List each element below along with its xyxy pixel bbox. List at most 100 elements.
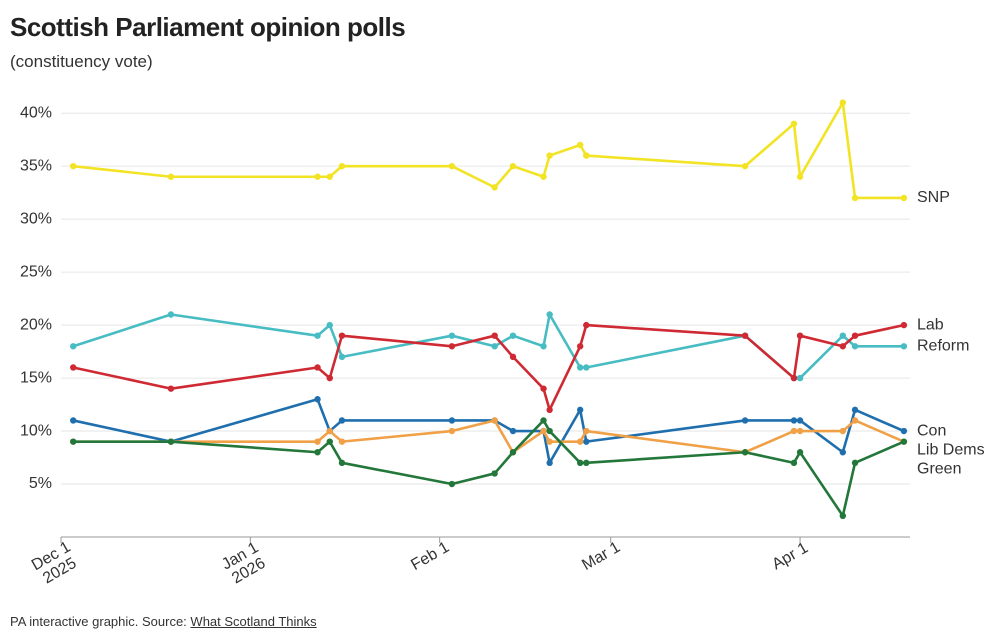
point xyxy=(448,427,456,435)
point xyxy=(796,449,804,456)
point xyxy=(491,470,498,477)
point xyxy=(540,427,547,435)
series-line xyxy=(72,313,904,380)
point xyxy=(741,332,749,339)
point xyxy=(900,427,908,435)
point xyxy=(491,332,498,339)
legend-label: Green xyxy=(917,460,961,477)
legend-label: Lab xyxy=(917,316,944,333)
point xyxy=(583,364,590,371)
point xyxy=(583,152,590,159)
point xyxy=(326,173,333,180)
point xyxy=(314,449,321,456)
y-tick-label: 40% xyxy=(20,104,52,121)
point xyxy=(448,343,456,350)
point xyxy=(900,321,908,329)
y-tick-label: 35% xyxy=(20,157,52,174)
point xyxy=(338,162,346,170)
series-line xyxy=(73,101,904,200)
point xyxy=(491,417,498,424)
point xyxy=(70,162,77,170)
point xyxy=(326,438,333,445)
point xyxy=(448,417,456,424)
point xyxy=(167,385,175,392)
point xyxy=(509,449,517,456)
point xyxy=(839,449,847,456)
point xyxy=(448,332,456,339)
point xyxy=(70,417,77,424)
point xyxy=(576,406,584,414)
series-line xyxy=(72,397,905,465)
point xyxy=(338,459,346,467)
point xyxy=(741,417,749,424)
point xyxy=(314,438,321,445)
point xyxy=(314,396,321,403)
point xyxy=(576,343,584,350)
point xyxy=(540,417,547,424)
point xyxy=(491,184,498,191)
point xyxy=(851,332,859,339)
point xyxy=(70,364,77,371)
point xyxy=(796,173,804,180)
point xyxy=(546,152,553,159)
point xyxy=(314,173,321,180)
point xyxy=(796,427,804,435)
point xyxy=(839,343,847,350)
point xyxy=(790,427,798,435)
point xyxy=(851,194,859,202)
point xyxy=(540,173,547,180)
point xyxy=(70,343,77,350)
legend-label: Con xyxy=(917,422,946,439)
point xyxy=(839,332,847,339)
source-text: PA interactive graphic. Source: xyxy=(10,614,191,629)
y-tick-label: 30% xyxy=(20,210,52,227)
point xyxy=(790,459,798,467)
chart-subtitle: (constituency vote) xyxy=(10,52,153,71)
point xyxy=(326,374,333,382)
point xyxy=(167,311,175,318)
y-tick-label: 15% xyxy=(20,369,52,386)
source-link[interactable]: What Scotland Thinks xyxy=(190,614,317,629)
point xyxy=(796,417,804,424)
point xyxy=(509,162,517,170)
y-tick-label: 25% xyxy=(20,263,52,280)
point xyxy=(790,374,798,382)
point xyxy=(900,194,908,202)
point xyxy=(900,438,908,445)
point xyxy=(583,438,590,445)
point xyxy=(546,406,553,414)
point xyxy=(546,459,553,467)
legend-label: SNP xyxy=(917,189,950,206)
point xyxy=(326,427,333,435)
point xyxy=(509,332,517,339)
point xyxy=(851,343,859,350)
point xyxy=(326,321,333,329)
point xyxy=(314,332,321,339)
point xyxy=(167,173,175,180)
point xyxy=(851,406,859,414)
point xyxy=(839,99,847,106)
point xyxy=(576,364,584,371)
footer: PA interactive graphic. Source: What Sco… xyxy=(10,614,317,629)
point xyxy=(546,438,553,445)
point xyxy=(448,480,456,488)
point xyxy=(167,438,175,445)
legend-label: Reform xyxy=(917,338,969,355)
point xyxy=(576,459,584,467)
point xyxy=(509,353,517,361)
point xyxy=(741,449,749,456)
point xyxy=(338,332,346,339)
point xyxy=(851,459,859,467)
point xyxy=(796,332,804,339)
point xyxy=(839,427,847,435)
series-line xyxy=(72,323,905,412)
point xyxy=(70,438,77,445)
point xyxy=(583,321,590,329)
legend-label: Lib Dems xyxy=(917,441,985,458)
y-tick-label: 10% xyxy=(20,422,52,439)
point xyxy=(546,311,553,318)
point xyxy=(576,438,584,445)
point xyxy=(540,385,547,392)
